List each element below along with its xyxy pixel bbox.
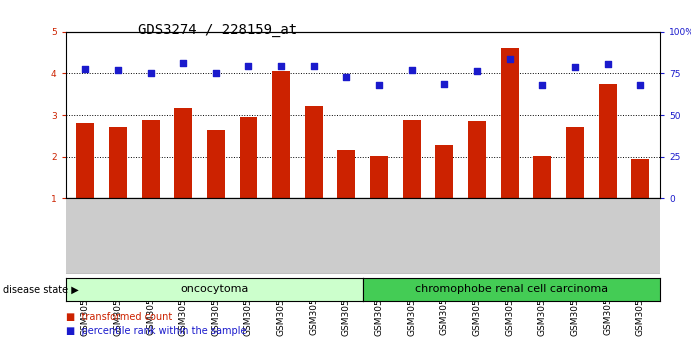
Point — [439, 81, 450, 87]
Text: chromophobe renal cell carcinoma: chromophobe renal cell carcinoma — [415, 284, 608, 295]
Point — [113, 67, 124, 73]
Bar — [174, 108, 192, 198]
Point — [569, 64, 580, 70]
Bar — [533, 156, 551, 198]
Point — [79, 67, 91, 72]
Bar — [468, 121, 486, 198]
Bar — [305, 106, 323, 198]
Bar — [403, 120, 421, 198]
Bar — [566, 127, 584, 198]
Bar — [76, 122, 94, 198]
Point — [537, 82, 548, 88]
Point — [504, 56, 515, 62]
Text: oncocytoma: oncocytoma — [180, 284, 248, 295]
Bar — [240, 117, 258, 198]
Bar — [109, 127, 127, 198]
Point — [145, 71, 156, 76]
Bar — [435, 145, 453, 198]
Bar — [370, 156, 388, 198]
Bar — [598, 84, 616, 198]
Point — [341, 74, 352, 80]
Bar — [207, 130, 225, 198]
Point — [635, 82, 646, 88]
Text: GDS3274 / 228159_at: GDS3274 / 228159_at — [138, 23, 297, 37]
Text: disease state ▶: disease state ▶ — [3, 284, 79, 295]
Bar — [142, 120, 160, 198]
Point — [178, 60, 189, 66]
Point — [308, 64, 319, 69]
Bar — [501, 48, 519, 198]
Bar — [272, 72, 290, 198]
Point — [602, 62, 613, 67]
Bar — [337, 150, 355, 198]
Point — [210, 71, 221, 76]
Point — [243, 63, 254, 69]
Point — [406, 67, 417, 73]
Bar — [632, 159, 650, 198]
Point — [471, 69, 482, 74]
Point — [276, 64, 287, 69]
Point — [374, 82, 385, 88]
Text: ■  transformed count: ■ transformed count — [66, 312, 172, 322]
Text: ■  percentile rank within the sample: ■ percentile rank within the sample — [66, 326, 246, 336]
